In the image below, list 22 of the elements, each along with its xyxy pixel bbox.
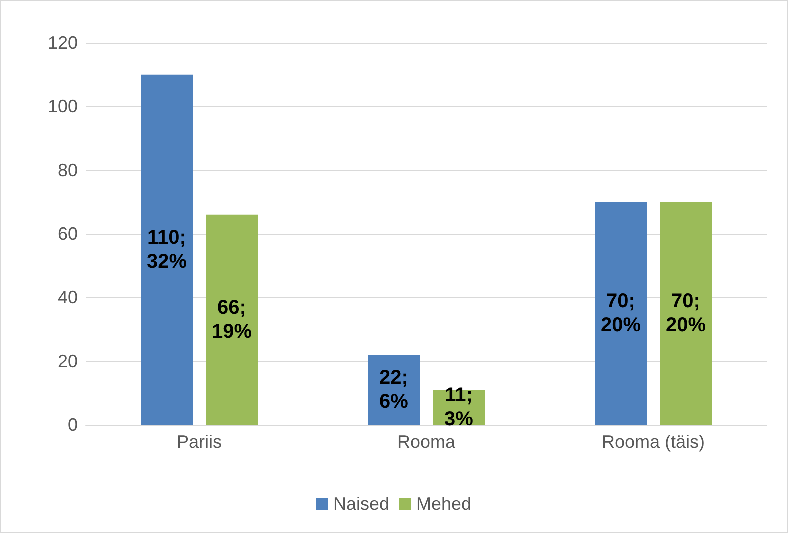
bar [660,202,712,425]
bar [595,202,647,425]
legend-label: Naised [333,494,390,514]
data-label: 11; 3% [444,384,474,430]
y-tick-label: 100 [48,96,78,117]
y-tick-label: 40 [58,288,78,308]
data-label: 110; 32% [146,226,188,273]
data-label: 22; 6% [380,366,409,413]
bar [141,74,193,425]
data-label: 70; 20% [600,290,642,337]
legend-label: Mehed [416,494,472,514]
y-tick-label: 80 [58,160,78,180]
y-tick-label: 120 [48,33,78,53]
data-label: 70; 20% [666,290,706,337]
y-tick-label: 60 [58,224,78,244]
x-tick-label: Pariis [176,432,222,452]
y-tick-label: 20 [58,351,78,372]
x-tick-label: Rooma [397,432,456,452]
x-tick-label: Rooma (täis) [602,432,706,452]
data-label: 66; 19% [212,296,252,343]
bar [206,214,258,425]
y-tick-label: 0 [68,415,78,435]
